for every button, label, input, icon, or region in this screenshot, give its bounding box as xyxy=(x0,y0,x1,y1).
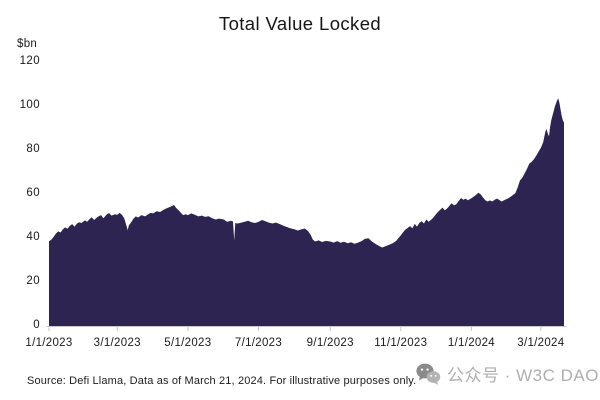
y-tick-label: 120 xyxy=(19,55,40,67)
wechat-icon xyxy=(416,363,441,385)
x-tick-label: 9/1/2023 xyxy=(306,337,354,349)
tvl-area-series xyxy=(49,98,564,326)
x-tick-label: 3/1/2024 xyxy=(517,337,565,349)
y-tick-label: 80 xyxy=(26,143,40,155)
watermark-text: 公众号 · W3C DAO xyxy=(447,366,599,385)
y-tick-label: 20 xyxy=(26,275,40,287)
source-note: Source: Defi Llama, Data as of March 21,… xyxy=(27,375,417,387)
x-tick-label: 1/1/2023 xyxy=(25,337,73,349)
x-tick-label: 1/1/2024 xyxy=(447,337,495,349)
y-tick-label: 60 xyxy=(26,187,40,199)
y-axis-unit-label: $bn xyxy=(17,38,38,50)
x-tick-label: 11/1/2023 xyxy=(374,337,428,349)
x-tick-label: 5/1/2023 xyxy=(164,337,212,349)
x-tick-label: 7/1/2023 xyxy=(234,337,283,349)
y-tick-label: 0 xyxy=(33,319,40,331)
y-tick-label: 100 xyxy=(19,99,40,111)
y-tick-label: 40 xyxy=(26,231,40,243)
chart-title: Total Value Locked xyxy=(218,13,382,34)
watermark: 公众号 · W3C DAO xyxy=(415,361,599,386)
x-tick-label: 3/1/2023 xyxy=(93,337,141,349)
